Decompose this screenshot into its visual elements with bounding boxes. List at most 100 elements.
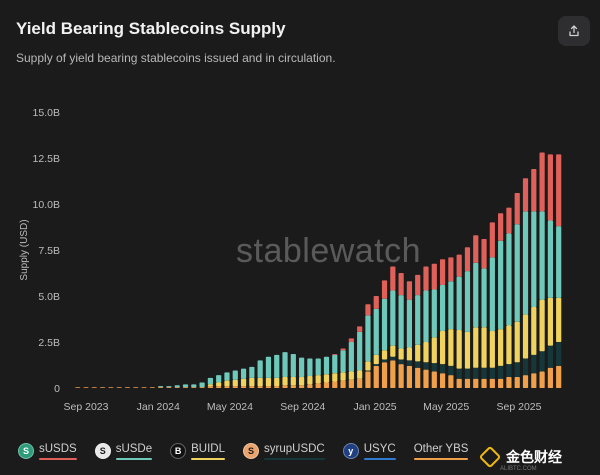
bar-segment-buidl [431,337,437,364]
bar-segment-syrupusdc [381,359,388,363]
bar-segment-susde [174,385,180,388]
bar-segment-susde [498,240,504,330]
bar-segment-other-ybs [216,386,222,388]
bar-segment-other-ybs [99,387,106,388]
bar-segment-buidl [522,314,529,359]
bar-segment-other-ybs [514,376,520,388]
bar-segment-syrupusdc [547,345,553,368]
bar-segment-susde [423,290,429,342]
legend-label: syrupUSDC [264,443,325,455]
legend-item-usyc[interactable]: y USYC [342,442,396,460]
x-tick-label: Sep 2024 [280,401,325,413]
bar-segment-syrupusdc [431,363,437,372]
bar-segment-susds [415,274,421,296]
bar-segment-susde [299,357,305,377]
bar-segment-other-ybs [365,371,371,388]
bar-segment-susde [158,386,164,388]
bar-segment-other-ybs [191,387,197,388]
legend-swatch [191,458,226,460]
bar-segment-susde [406,299,413,348]
bar-segment-buidl [257,377,263,387]
bar-segment-susde [506,233,512,326]
bar-segment-susde [390,290,396,346]
bar-segment-buidl [489,330,495,368]
bar-segment-susds [547,154,553,221]
bar-segment-syrupusdc [365,370,371,372]
bar-segment-susde [365,315,371,362]
bar-segment-other-ybs [556,365,562,388]
bar-segment-other-ybs [464,378,471,388]
legend-label: sUSDe [115,443,153,455]
bar-segment-susds [332,353,338,355]
bar-segment-buidl [373,354,379,365]
brand-subtext: ALIBTC.COM [500,466,537,472]
bar-segment-other-ybs [257,386,263,388]
bar-segment-other-ybs [439,373,446,388]
bar-segment-syrupusdc [514,362,520,377]
legend-item-other-ybs[interactable]: Other YBS [413,442,469,460]
bar-segment-other-ybs [274,386,280,388]
bar-segment-susde [207,377,213,385]
bar-segment-buidl [216,382,222,387]
bar-segment-buidl [381,350,388,360]
bar-segment-buidl [315,375,321,384]
bar-segment-susde [265,356,272,378]
bar-segment-susde [398,295,404,349]
legend-label: USYC [363,443,396,455]
bar-segment-buidl [299,376,305,386]
bar-segment-syrupusdc [522,358,529,376]
x-tick-label: Jan 2024 [137,401,180,413]
bar-segment-syrupusdc [439,364,446,374]
bar-segment-other-ybs [149,387,155,388]
y-tick-label: 10.0B [33,199,60,211]
bar-segment-buidl [448,329,454,366]
bar-segment-susde [381,298,388,351]
bar-segment-buidl [456,330,462,369]
share-button[interactable] [558,16,590,46]
bar-segment-buidl [332,373,338,382]
bar-segment-other-ybs [174,387,180,388]
bar-segment-susde [473,262,479,328]
bar-segment-other-ybs [75,387,81,388]
bar-segment-other-ybs [249,386,255,388]
bar-segment-other-ybs [116,387,122,388]
syrupusdc-icon: S [243,443,260,459]
bar-segment-buidl [240,378,247,387]
bar-segment-other-ybs [332,381,338,388]
bar-segment-syrupusdc [539,351,545,372]
bar-segment-susds [406,281,413,300]
bar-segment-susde [224,372,230,381]
bar-segment-other-ybs [158,387,164,388]
bar-segment-buidl [282,376,288,386]
bar-segment-other-ybs [315,383,321,388]
usyc-icon: y [342,443,359,459]
bar-segment-buidl [506,325,512,365]
bar-segment-buidl [232,379,238,387]
bar-segment-susde [415,295,421,345]
bar-segment-susds [373,296,379,309]
bar-segment-susde [556,226,562,298]
bar-segment-other-ybs [240,386,247,388]
bar-segment-other-ybs [473,378,479,388]
bar-segment-susde [249,366,255,378]
bar-segment-buidl [274,377,280,387]
bar-segment-susds [340,348,346,351]
bar-segment-other-ybs [340,380,346,388]
bar-segment-buidl [290,376,296,386]
legend-item-buidl[interactable]: B BUIDL [170,442,226,460]
bar-segment-susds [423,266,429,291]
legend-label: BUIDL [191,443,226,455]
bar-segment-other-ybs [290,385,296,388]
bar-segment-syrupusdc [448,365,454,376]
y-tick-label: 0 [54,383,60,395]
bar-segment-susds [381,280,388,299]
bar-segment-buidl [439,330,446,365]
bar-segment-buidl [539,299,545,352]
bar-segment-syrupusdc [390,356,396,361]
y-tick-label: 2.5B [38,337,60,349]
bar-segment-susde [456,276,462,331]
bar-segment-susds [390,266,396,291]
